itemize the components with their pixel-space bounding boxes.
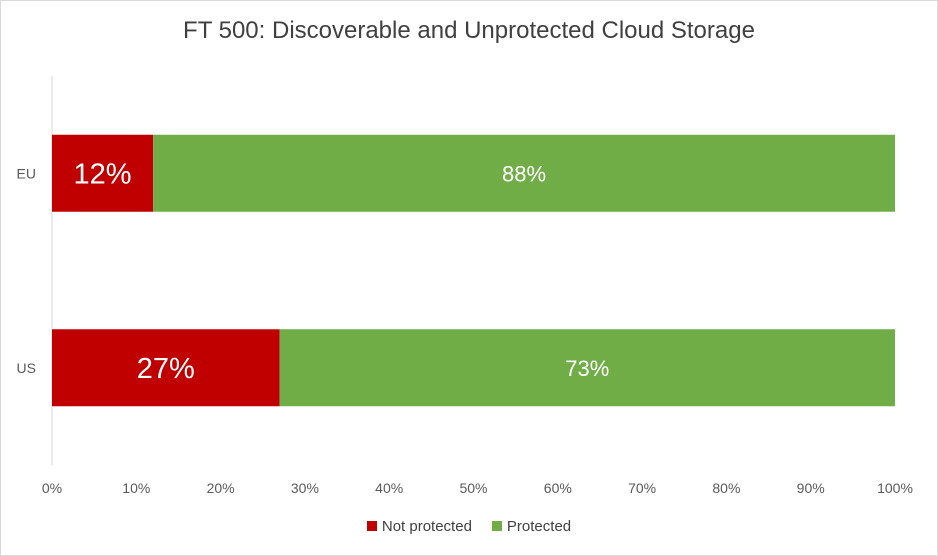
bar-not-protected-eu xyxy=(52,134,154,212)
legend-item-protected: Protected xyxy=(491,517,572,535)
x-tick-label: 50% xyxy=(459,480,487,496)
chart-title: FT 500: Discoverable and Unprotected Clo… xyxy=(183,17,755,44)
x-tick-label: 80% xyxy=(712,480,740,496)
x-tick-label: 20% xyxy=(207,480,235,496)
data-label: 73% xyxy=(565,356,609,381)
x-tick-label: 0% xyxy=(42,480,62,496)
legend: Not protected Protected xyxy=(1,516,937,536)
x-tick-label: 100% xyxy=(877,480,913,496)
x-tick-label: 60% xyxy=(544,480,572,496)
x-tick-label: 30% xyxy=(291,480,319,496)
data-label: 88% xyxy=(502,161,546,186)
category-label: EU xyxy=(17,165,36,181)
bar-protected-us xyxy=(279,329,895,407)
category-label: US xyxy=(17,360,36,376)
x-tick-label: 10% xyxy=(122,480,150,496)
data-label: 12% xyxy=(74,158,132,190)
legend-swatch-protected xyxy=(491,521,502,531)
data-label: 27% xyxy=(137,353,195,385)
legend-item-not-protected: Not protected xyxy=(366,517,472,535)
legend-swatch-not-protected xyxy=(366,521,377,531)
x-tick-label: 70% xyxy=(628,480,656,496)
bar-protected-eu xyxy=(153,134,895,212)
x-tick-label: 90% xyxy=(797,480,825,496)
legend-label-not-protected: Not protected xyxy=(381,517,472,535)
legend-label-protected: Protected xyxy=(506,517,572,535)
x-tick-label: 40% xyxy=(375,480,403,496)
bar-not-protected-us xyxy=(52,329,280,407)
